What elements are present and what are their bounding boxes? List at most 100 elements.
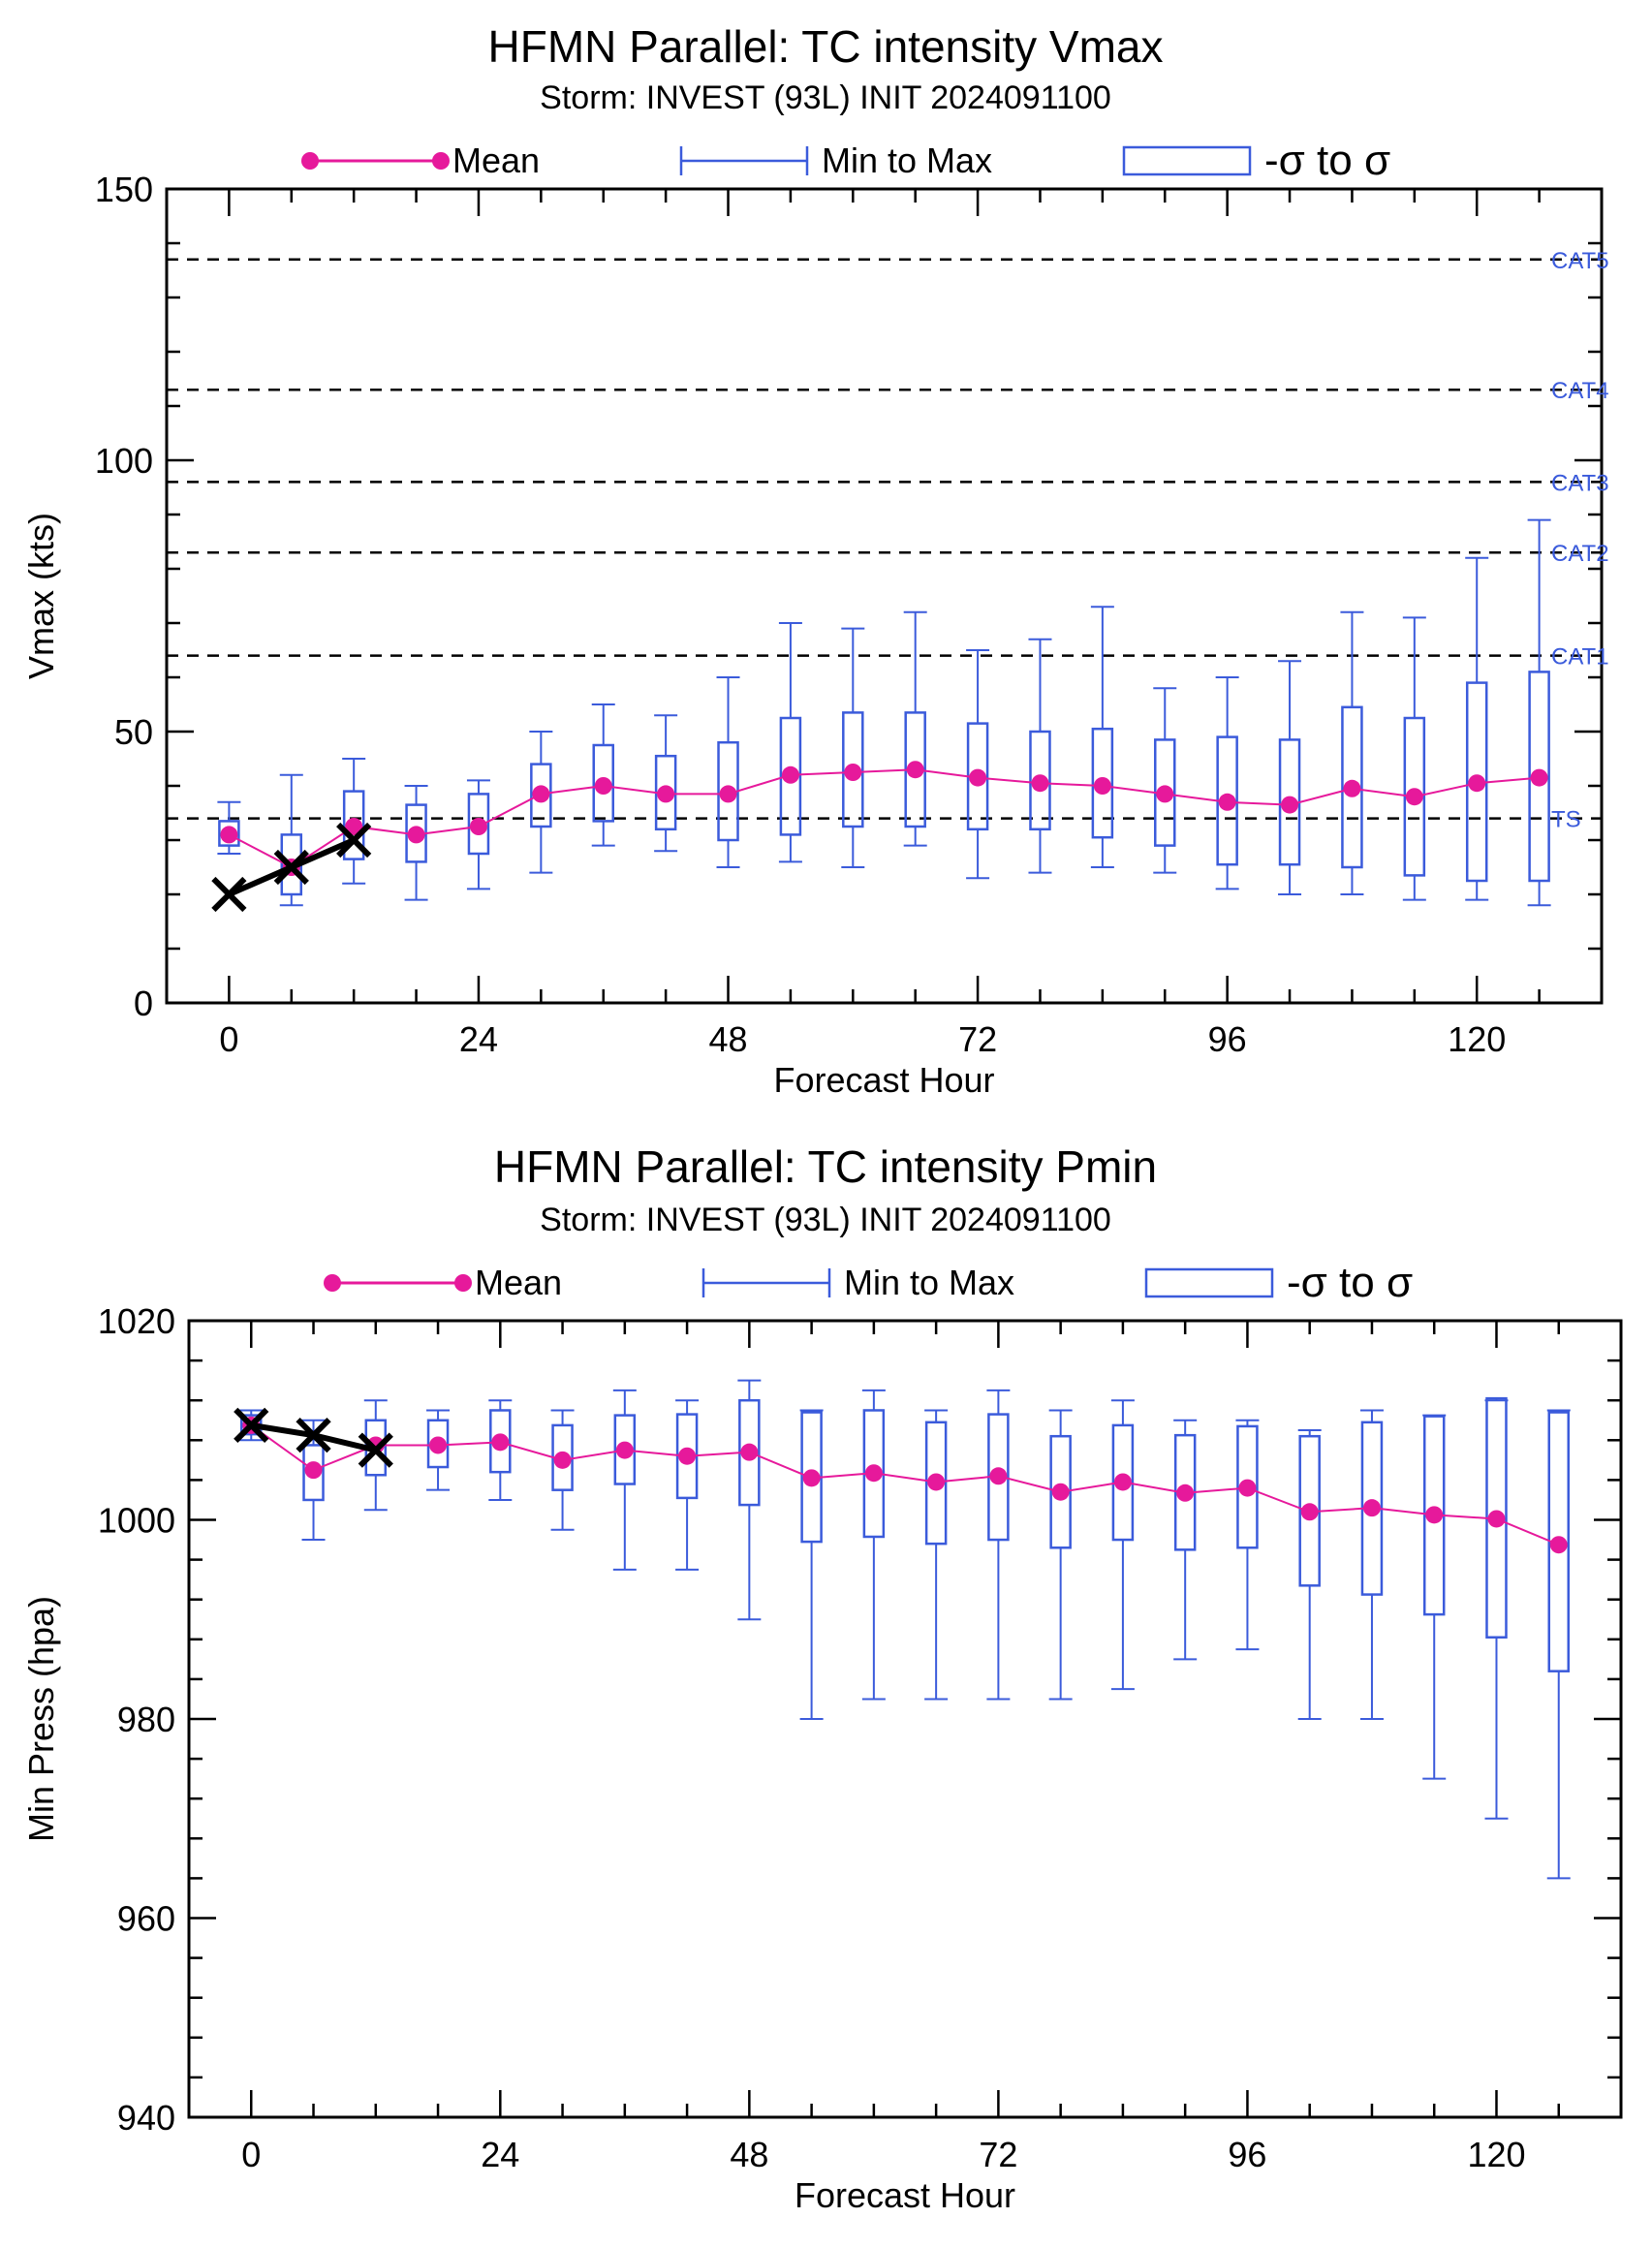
vmax-chart: HFMN Parallel: TC intensity Vmax Storm: I… bbox=[21, 21, 1609, 1100]
mean-line bbox=[228, 768, 1540, 869]
y-axis-label: Vmax (kts) bbox=[21, 513, 61, 679]
mean-point bbox=[802, 1469, 821, 1487]
x-tick-label: 72 bbox=[979, 2135, 1017, 2174]
mean-point bbox=[1051, 1483, 1070, 1501]
sigma-box bbox=[489, 1409, 512, 1474]
mean-point bbox=[1549, 1536, 1568, 1554]
sigma-box bbox=[426, 1419, 450, 1469]
mean-point bbox=[553, 1451, 572, 1469]
sigma-box bbox=[342, 790, 365, 860]
observed-x-marker bbox=[296, 1418, 331, 1453]
sigma-box bbox=[592, 743, 614, 823]
mean-point bbox=[615, 1441, 634, 1459]
mean-point bbox=[740, 1443, 759, 1461]
mean-point bbox=[657, 785, 675, 803]
sigma-box bbox=[842, 711, 864, 828]
observed-x-marker bbox=[211, 876, 247, 913]
sigma-box bbox=[218, 820, 240, 847]
mean-point bbox=[1031, 774, 1049, 793]
category-label-cat5: CAT5 bbox=[1551, 248, 1609, 274]
mean-point bbox=[969, 768, 987, 787]
mean-point bbox=[1218, 793, 1236, 811]
sigma-box bbox=[779, 716, 802, 836]
legend-mean-marker bbox=[432, 152, 450, 170]
sigma-box bbox=[1029, 730, 1051, 831]
x-tick-label: 0 bbox=[219, 1019, 238, 1059]
legend-sigma-label: -σ to σ bbox=[1264, 137, 1390, 184]
mean-point bbox=[1405, 788, 1423, 806]
mean-point bbox=[927, 1473, 946, 1491]
legend-sigma-box bbox=[1122, 145, 1252, 176]
x-tick-label: 48 bbox=[708, 1019, 747, 1059]
observed-x-marker bbox=[336, 822, 372, 859]
observed-x-marker bbox=[234, 1407, 269, 1444]
sigma-box bbox=[530, 763, 552, 828]
x-tick-label: 96 bbox=[1228, 2135, 1266, 2174]
y-tick-label: 100 bbox=[95, 441, 153, 481]
chart-title: HFMN Parallel: TC intensity Pmin bbox=[494, 1141, 1157, 1192]
mean-point bbox=[1238, 1479, 1257, 1497]
x-tick-label: 120 bbox=[1467, 2135, 1525, 2174]
mean-point bbox=[220, 826, 238, 844]
mean-point bbox=[844, 764, 862, 781]
mean-point bbox=[1362, 1499, 1381, 1517]
plot-frame bbox=[187, 1319, 1623, 2119]
legend-sigma-box bbox=[1144, 1267, 1274, 1298]
x-axis-label: Forecast Hour bbox=[773, 1060, 994, 1100]
sigma-box bbox=[1049, 1434, 1072, 1549]
observed-x-stroke bbox=[358, 1432, 393, 1468]
y-tick-label: 150 bbox=[95, 170, 153, 209]
y-tick-label: 960 bbox=[117, 1899, 175, 1939]
legend-mean-label: Mean bbox=[452, 141, 540, 180]
x-tick-label: 24 bbox=[459, 1019, 498, 1059]
mean-point bbox=[345, 818, 363, 835]
sigma-box bbox=[613, 1414, 637, 1485]
x-tick-label: 24 bbox=[481, 2135, 519, 2174]
plot-frame bbox=[165, 187, 1604, 1005]
legend-sigma-label: -σ to σ bbox=[1287, 1259, 1413, 1306]
mean-point bbox=[469, 818, 487, 835]
sigma-box bbox=[302, 1444, 325, 1502]
mean-point bbox=[594, 777, 612, 795]
mean-point bbox=[678, 1447, 697, 1465]
mean-point bbox=[1343, 779, 1361, 797]
mean-point bbox=[532, 785, 550, 803]
x-tick-label: 0 bbox=[241, 2135, 261, 2174]
legend-mean-marker bbox=[301, 152, 319, 170]
legend-mean-label: Mean bbox=[475, 1263, 562, 1302]
mean-point bbox=[1156, 785, 1174, 803]
category-label-cat3: CAT3 bbox=[1551, 470, 1609, 496]
category-label-cat4: CAT4 bbox=[1551, 378, 1609, 404]
mean-point bbox=[781, 765, 799, 784]
sigma-box bbox=[1091, 727, 1114, 839]
mean-point bbox=[491, 1433, 510, 1452]
mean-point bbox=[864, 1464, 883, 1483]
chart-subtitle: Storm: INVEST (93L) INIT 2024091100 bbox=[540, 79, 1111, 116]
mean-line bbox=[250, 1424, 1560, 1546]
mean-point bbox=[304, 1461, 323, 1480]
observed-x-stroke bbox=[234, 1407, 269, 1444]
x-tick-label: 48 bbox=[730, 2135, 768, 2174]
mean-point bbox=[1093, 777, 1111, 795]
vmax-chart-panel: HFMN Parallel: TC intensity Vmax Storm: I… bbox=[0, 0, 1652, 1122]
legend-minmax-label: Min to Max bbox=[822, 141, 992, 180]
observed-x-stroke bbox=[211, 876, 247, 913]
y-tick-label: 940 bbox=[117, 2098, 175, 2138]
observed-x-marker bbox=[358, 1432, 393, 1468]
sigma-box bbox=[1111, 1423, 1135, 1542]
x-tick-label: 96 bbox=[1208, 1019, 1247, 1059]
legend-mean-marker bbox=[324, 1274, 341, 1292]
mean-point bbox=[1530, 768, 1548, 787]
mean-point bbox=[719, 785, 737, 803]
y-axis-label: Min Press (hpa) bbox=[21, 1596, 61, 1842]
chart-subtitle: Storm: INVEST (93L) INIT 2024091100 bbox=[540, 1202, 1111, 1238]
mean-point bbox=[1281, 796, 1299, 814]
observed-x-stroke bbox=[336, 822, 372, 859]
y-tick-label: 1000 bbox=[98, 1501, 175, 1541]
mean-point bbox=[1468, 774, 1486, 793]
mean-point bbox=[989, 1467, 1008, 1485]
legend-minmax-label: Min to Max bbox=[844, 1263, 1014, 1302]
sigma-box bbox=[1236, 1424, 1259, 1549]
sigma-box bbox=[1341, 705, 1363, 869]
category-label-cat1: CAT1 bbox=[1551, 644, 1609, 671]
